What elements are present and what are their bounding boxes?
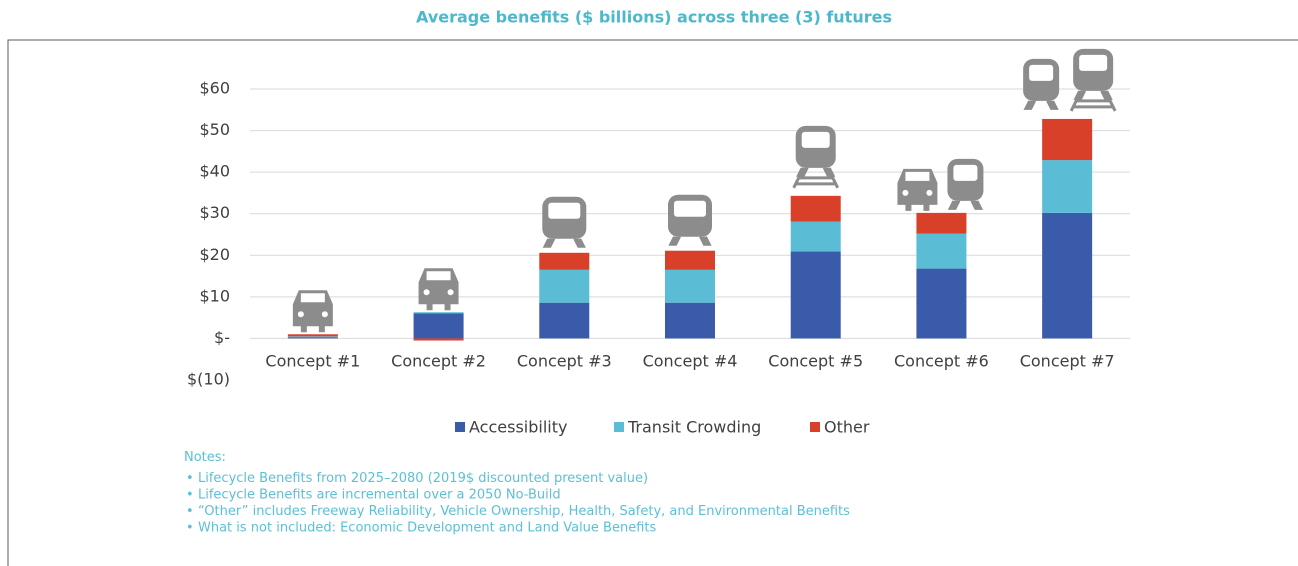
legend-label: Other: [824, 418, 870, 437]
bar-segment: [413, 312, 464, 314]
note-bullet: •: [186, 488, 194, 503]
bar-segment: [287, 337, 338, 339]
car-light: [447, 289, 454, 296]
bar-segment: [539, 252, 590, 270]
bar-segment: [287, 336, 338, 338]
bar-segment: [790, 195, 841, 222]
concept-icon: [418, 268, 459, 311]
bar-segment: [1042, 118, 1093, 161]
legend-label: Accessibility: [469, 418, 567, 437]
concept-icon: [542, 196, 587, 248]
concept-icon: [292, 290, 333, 333]
tram-window: [801, 131, 830, 148]
tram-window: [674, 200, 706, 217]
bar-segment: [413, 313, 464, 339]
x-tick-label: Concept #6: [894, 352, 989, 371]
bar-segment: [1042, 160, 1093, 213]
x-tick-label: Concept #4: [643, 352, 738, 371]
bar-segment: [790, 251, 841, 339]
x-tick-label: Concept #7: [1020, 352, 1115, 371]
note: Lifecycle Benefits from 2025–2080 (2019$…: [198, 471, 648, 486]
bar-segment: [665, 269, 715, 303]
car-window: [426, 271, 451, 281]
tram-window: [1079, 54, 1108, 71]
car-light: [926, 189, 933, 196]
bar-segment: [287, 334, 338, 337]
note-bullet: •: [186, 471, 194, 486]
tram-legs: [668, 236, 712, 246]
x-tick-label: Concept #3: [517, 352, 612, 371]
bar-segment: [916, 233, 967, 269]
y-tick-label: $10: [199, 286, 230, 305]
rails: [1069, 94, 1117, 112]
legend-swatch: [614, 422, 624, 432]
tram-legs: [542, 238, 586, 248]
car-light: [321, 311, 328, 318]
concept-icon: [792, 125, 840, 189]
note-bullet: •: [186, 521, 194, 536]
bar-segment: [539, 269, 590, 303]
y-tick-label: $20: [199, 245, 230, 264]
x-tick-label: Concept #5: [768, 352, 863, 371]
tram-legs: [1073, 90, 1113, 100]
y-tick-label: $30: [199, 203, 230, 222]
car-window: [300, 293, 325, 303]
car-light: [423, 289, 430, 296]
bar-segment: [665, 302, 715, 339]
tram-window: [953, 164, 978, 181]
car-light: [297, 311, 304, 318]
tram-window: [548, 202, 581, 219]
bar-segment: [665, 250, 715, 270]
y-tick-label: $-: [214, 328, 230, 347]
note: Lifecycle Benefits are incremental over …: [198, 488, 561, 503]
legend-swatch: [810, 422, 820, 432]
y-tick-label: $(10): [187, 370, 230, 389]
y-tick-label: $60: [199, 79, 230, 98]
legend-swatch: [455, 422, 465, 432]
car-window: [905, 171, 930, 181]
concept-icon: [897, 158, 984, 211]
concept-icon: [1023, 48, 1117, 112]
notes-title: Notes:: [184, 450, 226, 465]
rails: [792, 171, 840, 189]
bar-segment: [413, 338, 464, 341]
bar-segment: [790, 221, 841, 252]
note-bullet: •: [186, 504, 194, 519]
bar-segment: [539, 302, 590, 339]
chart-title: Average benefits ($ billions) across thr…: [416, 8, 892, 27]
tram-legs: [1023, 100, 1059, 110]
frame: [7, 39, 1298, 566]
legend-label: Transit Crowding: [627, 418, 761, 437]
bar-segment: [916, 268, 967, 339]
bar-segment: [916, 212, 967, 234]
note: “Other” includes Freeway Reliability, Ve…: [198, 504, 850, 519]
car-light: [902, 189, 909, 196]
bar-segment: [1042, 212, 1093, 339]
x-tick-label: Concept #1: [265, 352, 360, 371]
note: What is not included: Economic Developme…: [198, 521, 656, 536]
y-tick-label: $40: [199, 162, 230, 181]
concept-icon: [668, 194, 712, 246]
tram-legs: [947, 200, 984, 210]
x-tick-label: Concept #2: [391, 352, 486, 371]
tram-window: [1029, 64, 1054, 81]
y-tick-label: $50: [199, 120, 230, 139]
